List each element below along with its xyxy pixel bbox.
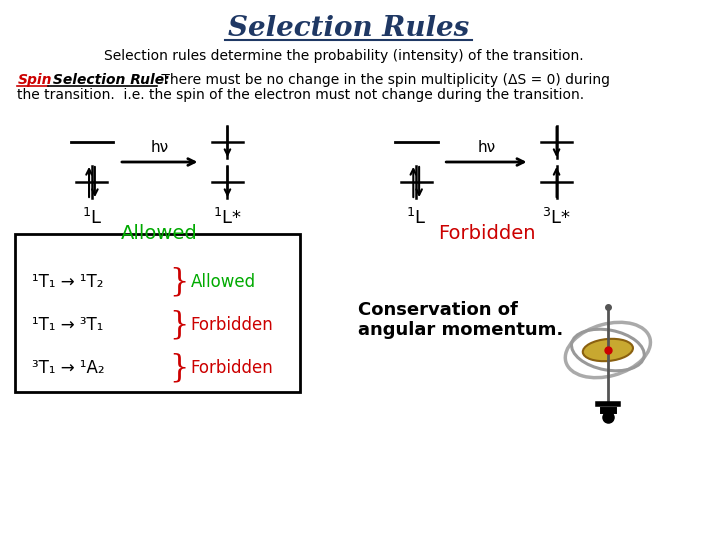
Ellipse shape: [582, 339, 633, 361]
Text: }: }: [169, 309, 189, 341]
Text: Allowed: Allowed: [191, 273, 256, 291]
Text: Allowed: Allowed: [122, 224, 198, 243]
Bar: [14, 234, 300, 392]
Text: Selection rules determine the probability (intensity) of the transition.: Selection rules determine the probabilit…: [104, 49, 583, 63]
Text: $^1$L: $^1$L: [406, 208, 426, 228]
Text: ¹T₁ → ³T₁: ¹T₁ → ³T₁: [32, 316, 103, 334]
Text: $^3$L*: $^3$L*: [542, 208, 571, 228]
Text: Conservation of
angular momentum.: Conservation of angular momentum.: [358, 301, 563, 340]
Text: the transition.  i.e. the spin of the electron must not change during the transi: the transition. i.e. the spin of the ele…: [17, 88, 585, 102]
Text: There must be no change in the spin multiplicity (ΔS = 0) during: There must be no change in the spin mult…: [157, 73, 610, 87]
Text: Forbidden: Forbidden: [191, 359, 274, 377]
Text: hν: hν: [150, 140, 168, 155]
Text: Spin: Spin: [17, 73, 52, 87]
Text: $^1$L: $^1$L: [81, 208, 102, 228]
Text: Forbidden: Forbidden: [438, 224, 535, 243]
Text: ¹T₁ → ¹T₂: ¹T₁ → ¹T₂: [32, 273, 104, 291]
Text: $^1$L*: $^1$L*: [213, 208, 242, 228]
Text: hν: hν: [477, 140, 495, 155]
Text: Forbidden: Forbidden: [191, 316, 274, 334]
Text: Selection Rule:: Selection Rule:: [48, 73, 170, 87]
Text: Selection Rules: Selection Rules: [228, 15, 469, 42]
Text: }: }: [169, 353, 189, 383]
Text: }: }: [169, 267, 189, 298]
Text: ³T₁ → ¹A₂: ³T₁ → ¹A₂: [32, 359, 104, 377]
